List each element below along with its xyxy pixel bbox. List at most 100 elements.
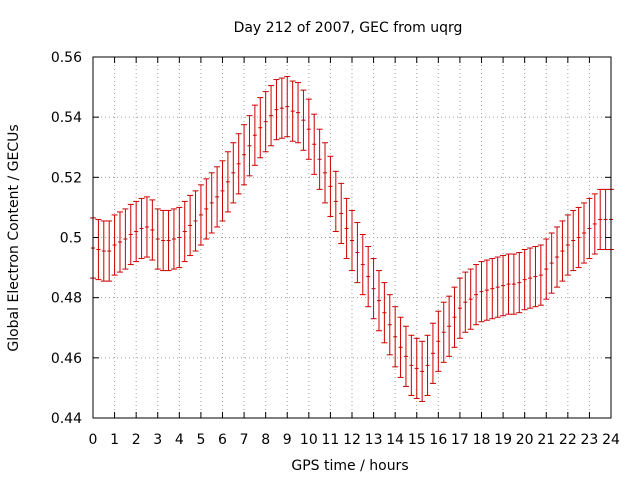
- data-point: [392, 306, 399, 368]
- data-point: [289, 80, 296, 142]
- data-point: [359, 233, 366, 296]
- data-point: [564, 214, 571, 276]
- data-point: [591, 193, 598, 255]
- y-tick-label: 0.54: [51, 110, 82, 126]
- data-point: [311, 113, 318, 175]
- data-point: [527, 247, 534, 309]
- data-point: [413, 337, 420, 399]
- x-tick-label: 23: [581, 432, 599, 448]
- x-tick-label: 20: [516, 432, 534, 448]
- data-point: [203, 178, 210, 240]
- data-point: [327, 155, 334, 217]
- x-tick-label: 12: [343, 432, 361, 448]
- data-point: [100, 220, 107, 282]
- data-point: [192, 190, 199, 252]
- data-point: [402, 325, 409, 387]
- x-tick-label: 8: [261, 432, 270, 448]
- data-point: [537, 244, 544, 306]
- x-axis-label: GPS time / hours: [291, 458, 408, 474]
- y-tick-label: 0.44: [51, 411, 82, 427]
- data-point: [230, 142, 237, 204]
- data-point: [435, 310, 442, 372]
- data-point: [462, 271, 469, 333]
- x-tick-label: 5: [196, 432, 205, 448]
- x-tick-label: 17: [451, 432, 469, 448]
- data-point: [106, 220, 113, 282]
- data-point: [138, 197, 145, 260]
- data-point: [494, 256, 501, 318]
- data-point: [424, 334, 431, 396]
- x-tick-label: 21: [537, 432, 555, 448]
- data-point: [127, 203, 134, 266]
- y-tick-label: 0.48: [51, 291, 82, 307]
- data-point: [505, 253, 512, 315]
- y-tick-label: 0.52: [51, 170, 82, 186]
- data-point: [143, 196, 150, 258]
- data-point: [278, 77, 285, 139]
- x-tick-label: 9: [283, 432, 292, 448]
- data-point: [95, 218, 102, 281]
- x-tick-label: 6: [218, 432, 227, 448]
- data-point: [316, 128, 323, 190]
- data-point: [575, 206, 582, 269]
- x-tick-label: 1: [110, 432, 119, 448]
- data-point: [483, 259, 490, 321]
- data-point: [149, 199, 156, 261]
- x-tick-label: 0: [89, 432, 98, 448]
- data-point: [500, 255, 507, 317]
- data-point: [446, 295, 453, 357]
- data-point: [559, 220, 566, 282]
- x-tick-label: 24: [602, 432, 620, 448]
- data-point: [224, 151, 231, 213]
- data-point: [543, 238, 550, 300]
- data-point: [187, 194, 194, 257]
- data-point: [111, 214, 118, 276]
- data-point: [219, 160, 226, 222]
- data-point: [570, 209, 577, 272]
- data-point: [370, 258, 377, 320]
- data-point: [165, 209, 172, 272]
- x-tick-label: 4: [175, 432, 184, 448]
- data-point: [181, 200, 188, 263]
- data-point: [322, 142, 329, 204]
- data-point: [532, 246, 539, 308]
- data-point: [602, 188, 609, 251]
- data-point: [597, 188, 604, 251]
- x-tick-label: 2: [132, 432, 141, 448]
- data-point: [375, 270, 382, 332]
- data-point: [262, 91, 269, 153]
- y-tick-label: 0.46: [51, 351, 82, 367]
- data-point: [548, 232, 555, 294]
- data-point: [305, 98, 312, 160]
- data-point: [489, 258, 496, 320]
- x-tick-label: 13: [365, 432, 383, 448]
- data-point: [473, 264, 480, 326]
- data-point: [133, 200, 140, 263]
- data-point: [241, 124, 248, 186]
- data-point: [456, 277, 463, 339]
- data-point: [516, 252, 523, 314]
- data-point: [440, 301, 447, 363]
- data-point: [154, 208, 161, 270]
- data-point: [343, 197, 350, 260]
- data-point: [338, 182, 345, 245]
- x-tick-label: 14: [386, 432, 404, 448]
- data-point: [419, 340, 426, 402]
- x-tick-label: 3: [153, 432, 162, 448]
- x-tick-label: 7: [240, 432, 249, 448]
- y-tick-label: 0.56: [51, 50, 82, 66]
- x-tick-label: 10: [300, 432, 318, 448]
- data-point: [116, 211, 123, 273]
- tick-marks: [92, 56, 612, 419]
- data-point: [451, 286, 458, 348]
- data-point: [170, 208, 177, 270]
- x-tick-labels: 0 1 2 3 4 5 6 7 8 9 10 11 12 13 14 15 16 17 18 19 20 21 22 23 24: [89, 432, 620, 448]
- x-tick-label: 19: [494, 432, 512, 448]
- data-point: [397, 316, 404, 378]
- y-tick-label: 0.5: [60, 231, 82, 247]
- chart-title: Day 212 of 2007, GEC from uqrg: [234, 20, 463, 36]
- data-point: [478, 261, 485, 323]
- data-point: [586, 197, 593, 260]
- data-point: [284, 76, 291, 138]
